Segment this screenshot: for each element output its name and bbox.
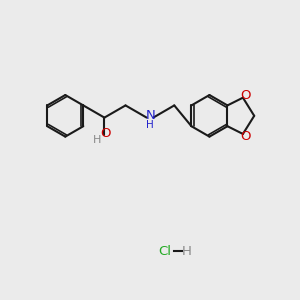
Text: Cl: Cl xyxy=(158,244,171,258)
Text: N: N xyxy=(145,109,155,122)
Text: H: H xyxy=(182,244,192,258)
Text: O: O xyxy=(100,127,111,140)
Text: H: H xyxy=(93,135,101,145)
Text: H: H xyxy=(146,120,154,130)
Text: O: O xyxy=(241,89,251,102)
Text: O: O xyxy=(241,130,251,142)
